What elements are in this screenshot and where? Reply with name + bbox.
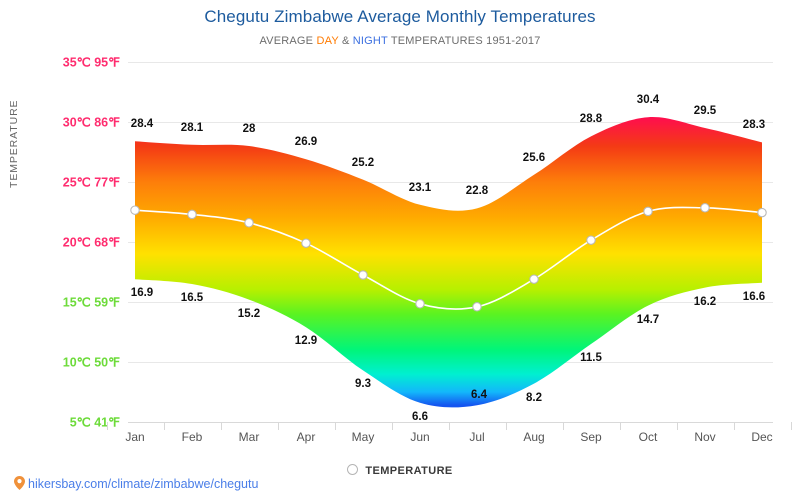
x-tick [106, 422, 108, 430]
mean-temperature-marker[interactable] [472, 302, 482, 312]
mean-temperature-marker[interactable] [415, 299, 425, 309]
chart-subtitle: AVERAGE DAY & NIGHT TEMPERATURES 1951-20… [0, 35, 800, 47]
month-label-jun: Jun [410, 430, 430, 444]
day-temp-label-feb: 28.1 [180, 121, 204, 134]
night-temp-label-dec: 16.6 [742, 290, 766, 303]
x-tick [448, 422, 450, 430]
page-title: Chegutu Zimbabwe Average Monthly Tempera… [204, 7, 596, 26]
x-tick [733, 422, 735, 430]
night-temp-label-sep: 11.5 [580, 352, 602, 364]
legend-circle-icon [347, 464, 359, 475]
temperature-band-area [135, 117, 762, 408]
x-tick [619, 422, 621, 430]
month-label-sep: Sep [580, 430, 602, 444]
mean-temperature-marker[interactable] [643, 206, 653, 217]
night-temp-label-jan: 16.9 [130, 287, 154, 300]
subtitle-ampersand: & [338, 35, 353, 47]
gridline [128, 62, 773, 63]
y-axis-tick-labels: 35℃ 95℉ 30℃ 86℉ 25℃ 77℉ 20℃ 68℉ 15℃ 59℉ 10℃ 5… [20, 0, 120, 500]
y-tick-label: 30℃ 86℉ [62, 115, 120, 130]
mean-temperature-marker[interactable] [529, 274, 539, 284]
x-tick [334, 422, 336, 430]
day-temp-label-may: 25.2 [351, 156, 375, 169]
month-label-jan: Jan [125, 430, 145, 444]
day-temp-label-mar: 28 [242, 123, 256, 135]
day-temp-label-jul: 22.8 [465, 185, 489, 198]
mean-temperature-marker[interactable] [130, 205, 140, 215]
month-label-may: May [351, 430, 375, 444]
night-temp-label-may: 9.3 [355, 378, 371, 391]
night-temp-label-oct: 14.7 [636, 313, 660, 326]
month-label-mar: Mar [238, 430, 260, 444]
source-url-text: hikersbay.com/climate/zimbabwe/chegutu [28, 477, 259, 491]
subtitle-night: NIGHT [352, 35, 388, 47]
month-label-jul: Jul [469, 430, 485, 444]
mean-temperature-markers [130, 203, 767, 312]
day-temp-label-apr: 26.9 [294, 136, 318, 149]
day-temp-label-nov: 29.5 [693, 105, 717, 117]
mean-temperature-marker[interactable] [757, 207, 767, 218]
subtitle-prefix: AVERAGE [259, 35, 317, 47]
night-temp-label-aug: 8.2 [526, 391, 542, 404]
day-temp-label-aug: 25.6 [522, 151, 546, 164]
chart-legend: TEMPERATURE [0, 464, 800, 477]
y-tick-label: 25℃ 77℉ [62, 175, 120, 190]
x-tick [505, 422, 507, 430]
day-temp-label-jun: 23.1 [408, 181, 432, 194]
month-label-dec: Dec [751, 430, 773, 444]
mean-temperature-marker[interactable] [244, 218, 254, 228]
mean-temperature-marker[interactable] [301, 238, 311, 248]
y-tick-label: 10℃ 50℉ [62, 355, 120, 370]
subtitle-day: DAY [316, 35, 339, 47]
month-label-feb: Feb [181, 430, 203, 444]
day-temp-label-dec: 28.3 [742, 119, 766, 132]
month-label-apr: Apr [296, 430, 316, 444]
gridline [128, 122, 773, 123]
y-tick-label: 35℃ 95℉ [62, 55, 120, 70]
x-tick [676, 422, 678, 430]
mean-temperature-marker[interactable] [358, 270, 368, 280]
day-temp-label-oct: 30.4 [636, 94, 660, 107]
x-tick [790, 422, 792, 430]
map-pin-icon [14, 476, 25, 493]
night-temp-label-jun: 6.6 [412, 410, 428, 423]
day-temp-label-jan: 28.4 [130, 118, 154, 131]
mean-temperature-marker[interactable] [586, 235, 596, 245]
x-tick [391, 422, 393, 430]
mean-temperature-marker[interactable] [187, 209, 197, 220]
x-tick [277, 422, 279, 430]
legend-label-temperature: TEMPERATURE [365, 465, 453, 477]
night-temp-label-apr: 12.9 [294, 335, 318, 348]
x-tick [163, 422, 165, 430]
month-label-nov: Nov [694, 430, 716, 444]
gridline [128, 182, 773, 183]
x-axis-line [128, 422, 773, 423]
x-tick [562, 422, 564, 430]
day-temp-label-sep: 28.8 [579, 113, 603, 126]
month-label-oct: Oct [638, 430, 658, 444]
mean-temperature-marker[interactable] [700, 203, 710, 213]
night-temp-label-feb: 16.5 [180, 292, 204, 304]
night-temp-label-mar: 15.2 [237, 307, 261, 320]
y-tick-label: 15℃ 59℉ [62, 295, 120, 310]
night-temp-label-nov: 16.2 [693, 295, 717, 308]
x-tick [220, 422, 222, 430]
source-link[interactable]: hikersbay.com/climate/zimbabwe/chegutu [14, 476, 258, 493]
y-tick-label: 20℃ 68℉ [62, 235, 120, 250]
month-label-aug: Aug [523, 430, 545, 444]
night-temp-label-jul: 6.4 [471, 389, 487, 402]
subtitle-suffix: TEMPERATURES 1951-2017 [387, 35, 541, 47]
